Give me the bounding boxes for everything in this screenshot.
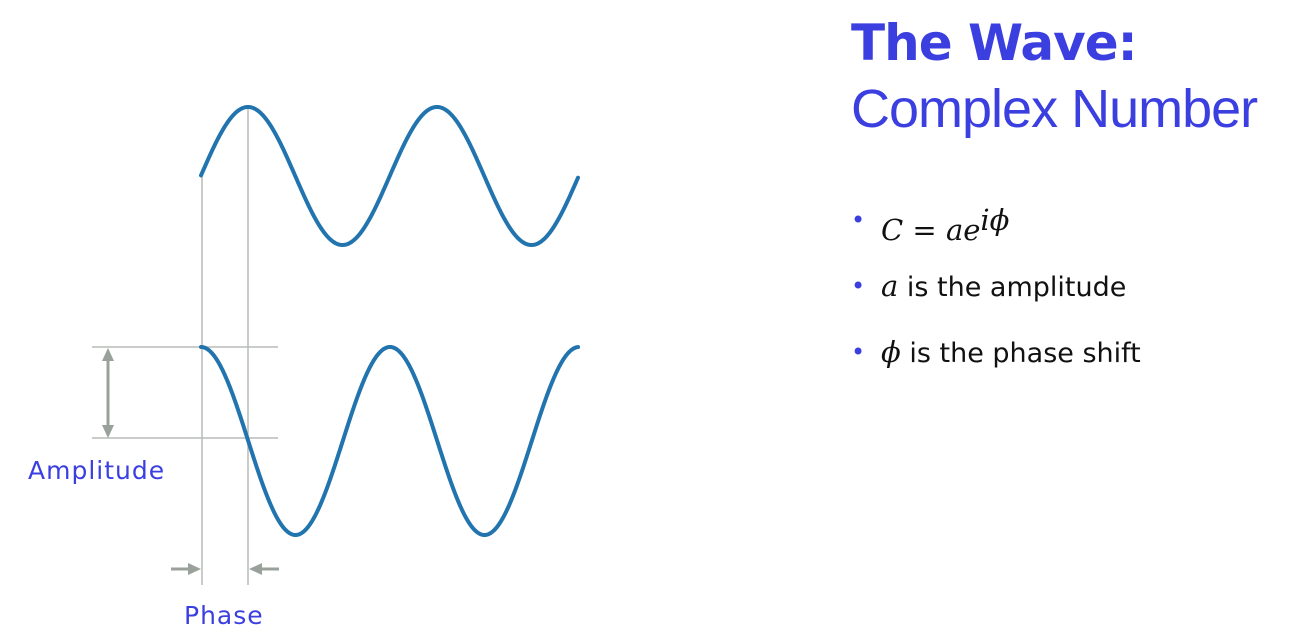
amplitude-label: Amplitude xyxy=(28,456,166,485)
bullet-dot-icon: • xyxy=(851,206,866,234)
page-title: The Wave: xyxy=(851,14,1138,72)
formula-base: ae xyxy=(945,213,981,247)
phase-arrow-right xyxy=(249,563,279,575)
bullet-item-phase: • ϕ is the phase shift xyxy=(851,332,1141,398)
page-subtitle: Complex Number xyxy=(851,79,1258,139)
phase-symbol: ϕ xyxy=(881,335,901,369)
amplitude-symbol: a xyxy=(881,269,899,303)
bullet-item-amplitude: • a is the amplitude xyxy=(851,266,1141,332)
formula-lhs: C xyxy=(881,213,904,247)
amplitude-text: is the amplitude xyxy=(898,272,1127,303)
phase-label: Phase xyxy=(184,601,264,630)
bullet-dot-icon: • xyxy=(851,272,866,300)
phase-text: is the phase shift xyxy=(900,338,1141,369)
formula-equals: = xyxy=(903,213,946,247)
reference-wave xyxy=(199,104,580,247)
phase-definition: ϕ is the phase shift xyxy=(881,335,1141,369)
bullet-item-formula: • C = aeiϕ xyxy=(851,200,1141,266)
formula-exponent: iϕ xyxy=(980,203,1010,237)
bullet-dot-icon: • xyxy=(851,338,866,366)
phase-shifted-wave xyxy=(199,344,580,537)
formula-text: C = aeiϕ xyxy=(881,203,1009,247)
phase-arrow-left xyxy=(171,563,201,575)
amplitude-definition: a is the amplitude xyxy=(881,269,1127,303)
bullet-list: • C = aeiϕ • a is the amplitude • ϕ is t… xyxy=(851,200,1141,398)
wave-diagram xyxy=(92,104,580,585)
amplitude-arrow xyxy=(102,348,114,438)
